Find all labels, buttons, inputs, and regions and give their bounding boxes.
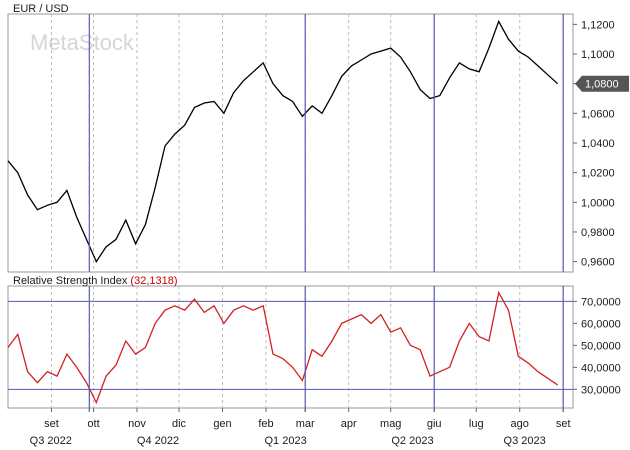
x-month-label: dic: [172, 418, 187, 430]
x-month-label: set: [556, 418, 571, 430]
x-axis: set ott nov dic gen feb mar apr mag giu lug ago set Q…: [30, 408, 571, 447]
x-month-label: ott: [87, 418, 99, 430]
x-month-label: feb: [258, 418, 273, 430]
x-quarter-label: Q2 2023: [391, 435, 433, 447]
price-y-tick-label: 1,0200: [581, 168, 615, 180]
rsi-series-line: [7, 290, 558, 405]
price-y-tick-label: 1,0000: [581, 197, 615, 209]
price-y-tick-label: 1,1000: [581, 49, 615, 61]
price-y-tick-label: 1,0400: [581, 138, 615, 150]
x-month-label: apr: [341, 418, 357, 430]
rsi-y-tick-label: 40,0000: [581, 362, 621, 374]
x-month-label: lug: [469, 418, 484, 430]
x-quarter-label: Q4 2022: [137, 435, 179, 447]
rsi-y-tick-label: 50,0000: [581, 340, 621, 352]
rsi-title-value: (32,1318): [130, 275, 177, 287]
last-value-text: 1,0800: [585, 79, 619, 91]
rsi-y-tick-label: 70,0000: [581, 296, 621, 308]
last-value-badge-shape: [575, 75, 629, 92]
last-value-badge: 1,0800: [575, 75, 629, 92]
price-y-tick-label: 1,0600: [581, 108, 615, 120]
rsi-y-axis: 70,0000 60,0000 50,0000 40,0000 30,0000: [573, 296, 621, 396]
rsi-title: Relative Strength Index (32,1318): [13, 275, 178, 287]
x-month-label: giu: [427, 418, 442, 430]
price-series-line: [7, 19, 559, 263]
x-month-label: ago: [511, 418, 529, 430]
x-month-label: mar: [296, 418, 315, 430]
rsi-reference-lines: [8, 300, 573, 390]
price-y-tick-label: 0,9600: [581, 257, 615, 269]
rsi-title-label: Relative Strength Index: [13, 275, 128, 287]
watermark: MetaStock: [30, 30, 135, 55]
price-y-tick-label: 1,1200: [581, 19, 615, 31]
price-title: EUR / USD: [13, 3, 69, 15]
x-month-label: mag: [380, 418, 401, 430]
x-month-label: set: [44, 418, 59, 430]
x-month-label: gen: [213, 418, 231, 430]
price-y-tick-label: 0,9800: [581, 227, 615, 239]
x-quarter-label: Q3 2022: [30, 435, 72, 447]
period-markers: [88, 14, 564, 412]
x-month-label: nov: [128, 418, 146, 430]
x-quarter-label: Q1 2023: [264, 435, 306, 447]
x-quarter-label: Q3 2023: [504, 435, 546, 447]
rsi-y-tick-label: 30,0000: [581, 384, 621, 396]
rsi-y-tick-label: 60,0000: [581, 318, 621, 330]
